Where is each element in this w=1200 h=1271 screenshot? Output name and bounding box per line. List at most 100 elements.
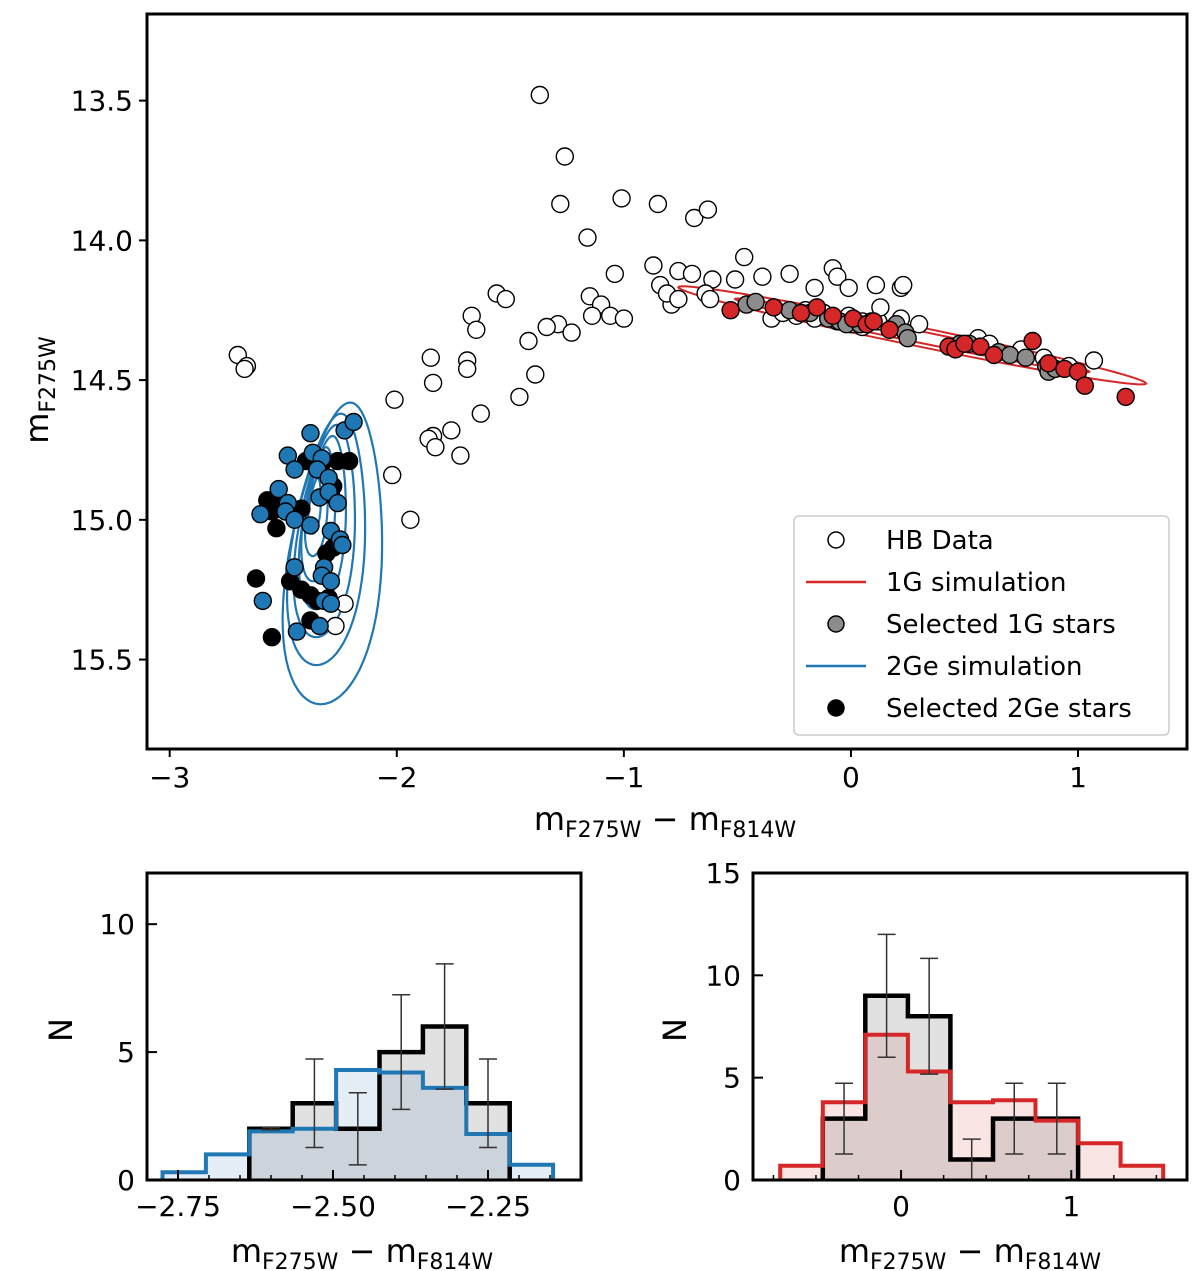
hb-data-point bbox=[700, 289, 720, 309]
hb-data-point bbox=[421, 348, 440, 367]
selected-1g-sim-point bbox=[864, 312, 883, 331]
hist-frame bbox=[751, 871, 1189, 1182]
hb-data-point bbox=[383, 465, 402, 485]
hb-data-point bbox=[496, 289, 515, 309]
hb-data-point bbox=[467, 320, 486, 339]
selected-1g-sim-point bbox=[984, 345, 1004, 365]
hb-data-point bbox=[442, 421, 461, 440]
hist-y-tick-label: 0 bbox=[117, 1164, 135, 1197]
selected-1g-point bbox=[746, 292, 765, 312]
selected-2ge-sim-point bbox=[287, 622, 307, 641]
hb-data-point bbox=[780, 264, 799, 284]
main-y-axis-title: mF275W bbox=[18, 336, 61, 444]
hb-data-point bbox=[423, 373, 443, 393]
selected-2ge-sim-point bbox=[321, 594, 341, 613]
hb-data-point bbox=[537, 317, 556, 337]
selected-2ge-sim-point bbox=[333, 535, 352, 555]
2ge-simulation-contour bbox=[281, 401, 384, 706]
selected-1g-sim-point bbox=[1116, 387, 1135, 407]
hb-data-point bbox=[909, 315, 929, 334]
hb-data-point bbox=[805, 278, 824, 298]
hist-x-tick-label: −2.50 bbox=[290, 1190, 376, 1223]
selected-2ge-point bbox=[246, 569, 266, 588]
hb-data-point bbox=[735, 247, 754, 267]
main-y-tick-label: 15.0 bbox=[71, 504, 133, 537]
hist-x-tick-label: −2.75 bbox=[135, 1190, 221, 1223]
selected-2ge-sim-point bbox=[285, 460, 304, 479]
hb-data-point bbox=[426, 438, 445, 457]
hb-data-point bbox=[612, 189, 631, 208]
hb-data-point bbox=[725, 270, 745, 289]
main-x-tick-label: 1 bbox=[1069, 761, 1087, 794]
hist-x-tick-label: 0 bbox=[892, 1190, 910, 1223]
selected-2ge-sim-point bbox=[253, 591, 272, 611]
selected-1g-sim-point bbox=[764, 298, 783, 317]
selected-1g-sim-point bbox=[807, 298, 827, 317]
histogram-left-panel: −2.75 −2.50 −2.25 0 5 10 bbox=[99, 871, 583, 1223]
hb-data-point bbox=[669, 289, 688, 309]
hb-data-point bbox=[1084, 351, 1104, 370]
hb-data-point bbox=[614, 309, 634, 328]
hist-y-tick-label: 5 bbox=[117, 1036, 135, 1069]
hb-data-point bbox=[555, 147, 574, 166]
hb-data-point bbox=[682, 264, 702, 284]
selected-1g-sim-point bbox=[971, 337, 990, 356]
legend-marker-hb-data bbox=[827, 531, 845, 549]
hb-data-point bbox=[451, 446, 470, 465]
hb-data-point bbox=[644, 256, 663, 275]
main-x-axis-title: mF275W − mF814W bbox=[534, 800, 797, 843]
main-y-tick-label: 14.5 bbox=[71, 364, 133, 397]
selected-2ge-sim-point bbox=[301, 424, 320, 443]
selected-1g-point bbox=[898, 329, 917, 348]
legend-label-1g-simulation: 1G simulation bbox=[886, 568, 1067, 598]
hb-data-point bbox=[458, 359, 477, 379]
legend-label-hb-data: HB Data bbox=[886, 526, 994, 556]
selected-2ge-sim-point bbox=[269, 479, 288, 499]
hb-data-point bbox=[648, 194, 668, 214]
hist-right-y-axis-title: N bbox=[656, 1018, 694, 1042]
selected-1g-point bbox=[1016, 348, 1036, 367]
main-x-tick-label: −2 bbox=[376, 761, 417, 794]
main-y-tick-label: 14.0 bbox=[71, 224, 133, 257]
selected-2ge-sim-point bbox=[344, 412, 363, 432]
main-axes: −3 −2 −1 0 1 13.5 14.0 14.5 15.0 15.5 bbox=[71, 12, 1189, 794]
selected-1g-point bbox=[1000, 345, 1020, 365]
selected-2ge-point bbox=[267, 519, 286, 538]
selected-2ge-sim-point bbox=[328, 493, 347, 513]
selected-2ge-point bbox=[262, 628, 282, 647]
hb-data-point bbox=[235, 359, 254, 379]
simulation-histogram bbox=[778, 1032, 1166, 1180]
legend-marker-selected-1g bbox=[827, 615, 845, 633]
hist-right-x-axis-title: mF275W − mF814W bbox=[839, 1232, 1102, 1271]
main-x-tick-label: −3 bbox=[149, 761, 190, 794]
selected-1g-sim-point bbox=[880, 320, 899, 339]
hb-data-point bbox=[519, 331, 538, 351]
main-panel: −3 −2 −1 0 1 13.5 14.0 14.5 15.0 15.5 mF275W mF27… bbox=[18, 12, 1189, 843]
hb-data-point bbox=[578, 228, 597, 247]
hb-data-point bbox=[551, 194, 570, 214]
hist-left-x-axis-title: mF275W − mF814W bbox=[231, 1232, 494, 1271]
selected-2ge-sim-point bbox=[310, 616, 329, 636]
main-x-tick-label: −1 bbox=[603, 761, 644, 794]
selected-2ge-sim-point bbox=[301, 516, 320, 535]
selected-1g-sim-point bbox=[955, 334, 974, 353]
hist-x-tick-label: 1 bbox=[1062, 1190, 1080, 1223]
selected-1g-sim-point bbox=[1023, 331, 1042, 351]
hb-data-point bbox=[471, 404, 490, 423]
hb-data-point bbox=[605, 264, 624, 284]
selected-2ge-point bbox=[339, 451, 359, 471]
hist-y-tick-label: 0 bbox=[723, 1164, 741, 1197]
hist-y-tick-label: 5 bbox=[723, 1062, 741, 1095]
hb-data-point bbox=[401, 510, 420, 529]
hb-data-point bbox=[562, 323, 581, 342]
main-frame bbox=[145, 12, 1189, 751]
hb-data-point bbox=[839, 278, 858, 298]
selected-1g-sim-point bbox=[1039, 354, 1058, 373]
hb-data-point bbox=[685, 208, 704, 228]
legend-label-selected-2ge: Selected 2Ge stars bbox=[886, 694, 1132, 724]
hb-data-point bbox=[385, 390, 404, 409]
hb-data-point bbox=[582, 306, 602, 325]
main-y-tick-label: 15.5 bbox=[71, 644, 133, 677]
hb-data-point bbox=[698, 200, 718, 219]
